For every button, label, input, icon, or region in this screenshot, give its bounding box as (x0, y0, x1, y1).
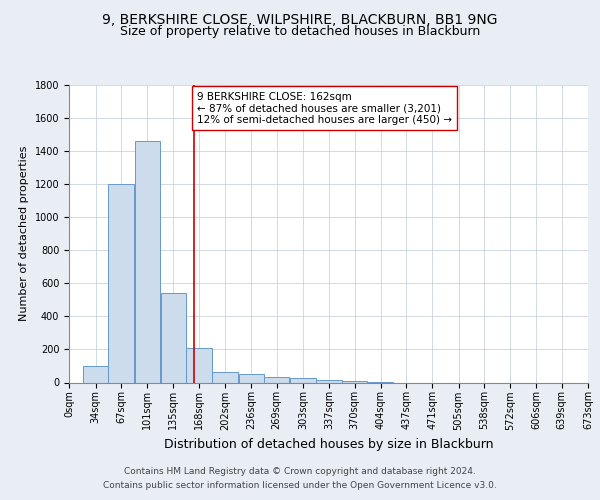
Text: Contains HM Land Registry data © Crown copyright and database right 2024.: Contains HM Land Registry data © Crown c… (124, 467, 476, 476)
Bar (109, 184, 134, 382)
Text: Size of property relative to detached houses in Blackburn: Size of property relative to detached ho… (120, 25, 480, 38)
Bar (83, 366, 109, 382)
Text: 9, BERKSHIRE CLOSE, WILPSHIRE, BLACKBURN, BB1 9NG: 9, BERKSHIRE CLOSE, WILPSHIRE, BLACKBURN… (102, 12, 498, 26)
Y-axis label: Number of detached properties: Number of detached properties (19, 146, 29, 322)
X-axis label: Distribution of detached houses by size in Blackburn: Distribution of detached houses by size … (164, 438, 493, 451)
Bar (134, 141, 160, 382)
Bar (161, 293, 186, 382)
Bar (290, 378, 316, 382)
Bar (342, 381, 367, 382)
Bar (186, 348, 212, 382)
Text: Contains public sector information licensed under the Open Government Licence v3: Contains public sector information licen… (103, 481, 497, 490)
Text: 9 BERKSHIRE CLOSE: 162sqm
← 87% of detached houses are smaller (3,201)
12% of se: 9 BERKSHIRE CLOSE: 162sqm ← 87% of detac… (197, 92, 452, 125)
Bar (212, 372, 238, 382)
Bar (316, 380, 342, 382)
Bar (239, 374, 264, 382)
Bar (264, 376, 289, 382)
